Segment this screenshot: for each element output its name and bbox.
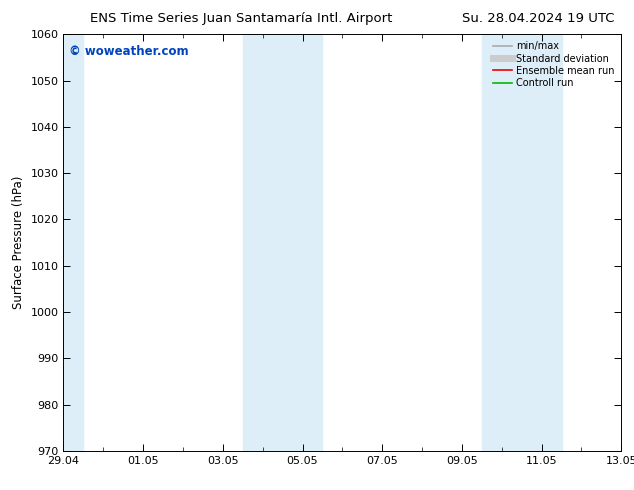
Text: © woweather.com: © woweather.com [69,45,188,58]
Bar [63,34,83,451]
Text: ENS Time Series Juan Santamaría Intl. Airport: ENS Time Series Juan Santamaría Intl. Ai… [90,12,392,25]
Bar [243,34,323,451]
Legend: min/max, Standard deviation, Ensemble mean run, Controll run: min/max, Standard deviation, Ensemble me… [491,39,616,90]
Y-axis label: Surface Pressure (hPa): Surface Pressure (hPa) [12,176,25,309]
Bar [482,34,562,451]
Text: Su. 28.04.2024 19 UTC: Su. 28.04.2024 19 UTC [462,12,615,25]
